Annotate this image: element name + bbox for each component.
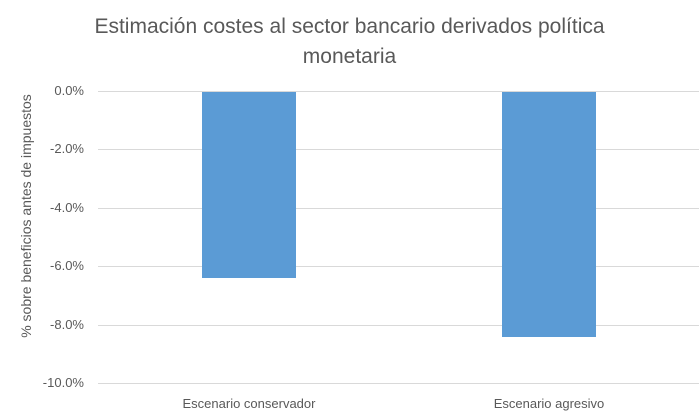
gridline-0 bbox=[98, 91, 699, 92]
gridline-minus-4 bbox=[98, 208, 699, 209]
x-category-label: Escenario agresivo bbox=[493, 396, 605, 411]
chart-title: Estimación costes al sector bancario der… bbox=[0, 12, 699, 72]
bar-escenario-agresivo bbox=[502, 92, 596, 337]
gridline-minus-2 bbox=[98, 149, 699, 150]
y-tick-label: -8.0% bbox=[50, 317, 84, 332]
y-tick-label: -10.0% bbox=[42, 375, 84, 390]
y-tick-label: -2.0% bbox=[50, 141, 84, 156]
bar-escenario-conservador bbox=[202, 92, 296, 278]
chart-title-line-2: monetaria bbox=[302, 45, 397, 68]
gridline-minus-10 bbox=[98, 383, 699, 384]
y-tick-label: -6.0% bbox=[50, 258, 84, 273]
chart-title-line-1: Estimación costes al sector bancario der… bbox=[94, 15, 605, 38]
gridline-minus-8 bbox=[98, 325, 699, 326]
y-tick-label: -4.0% bbox=[50, 200, 84, 215]
x-category-label: Escenario conservador bbox=[182, 396, 316, 411]
y-tick-label: 0.0% bbox=[54, 83, 84, 98]
gridline-minus-6 bbox=[98, 266, 699, 267]
